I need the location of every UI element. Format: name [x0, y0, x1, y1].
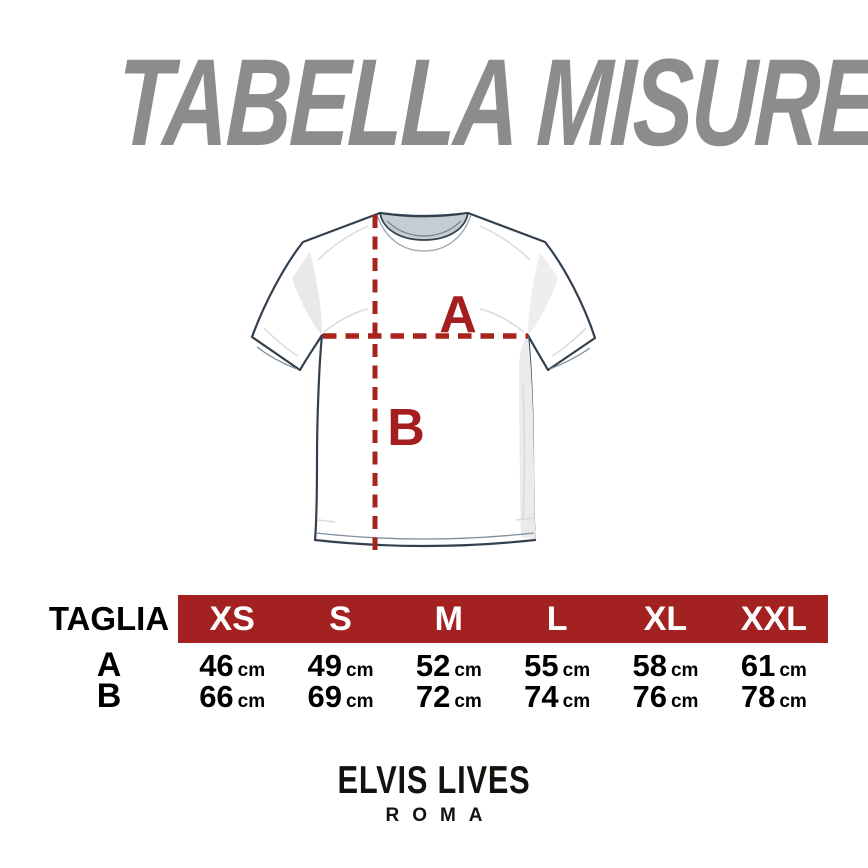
tshirt-diagram: A B — [240, 200, 610, 560]
tshirt-body-outline — [250, 211, 597, 548]
value-b-xs: 66 cm — [199, 679, 266, 714]
seam-lines — [256, 346, 591, 540]
value-b-xxl: 78 cm — [740, 679, 807, 714]
brand-footer: ELVIS LIVES ROMA — [0, 760, 868, 826]
right-body-shadow — [519, 335, 536, 539]
size-col-xl: XL — [643, 599, 688, 638]
row-a-label: A — [96, 646, 122, 684]
row-b-label: B — [96, 677, 122, 715]
size-table-header-row: TAGLIA XS S M L XL XXL — [40, 595, 828, 643]
size-table-header-label: TAGLIA — [48, 600, 170, 637]
size-col-xs: XS — [209, 599, 255, 638]
value-b-s: 69 cm — [307, 679, 374, 714]
left-shoulder-shadow — [292, 252, 322, 335]
brand-city: ROMA — [385, 805, 496, 826]
collar-inner-line — [386, 220, 462, 237]
size-table: TAGLIA XS S M L XL XXL A 46 cm 49 cm 52 cm … — [40, 595, 828, 715]
collar-rib-line — [376, 214, 472, 252]
tshirt-illustration-icon: A B — [250, 211, 597, 550]
size-col-m: M — [434, 599, 463, 638]
table-row-a: A 46 cm 49 cm 52 cm 55 cm 58 cm 61 cm — [40, 646, 828, 684]
value-a-xs: 46 cm — [199, 648, 266, 683]
value-b-m: 72 cm — [415, 679, 482, 714]
value-b-l: 74 cm — [524, 679, 591, 714]
size-col-l: L — [546, 599, 568, 638]
measure-a-label: A — [439, 286, 477, 344]
size-col-s: S — [329, 599, 352, 638]
value-a-xxl: 61 cm — [740, 648, 807, 683]
size-table-body: A 46 cm 49 cm 52 cm 55 cm 58 cm 61 cm B 66 cm 6… — [40, 646, 828, 715]
table-row-b: B 66 cm 69 cm 72 cm 74 cm 76 cm 78 cm — [40, 677, 828, 715]
collar-back — [378, 211, 470, 241]
measure-b-label: B — [387, 399, 425, 457]
value-b-xl: 76 cm — [632, 679, 699, 714]
size-header-bar: XS S M L XL XXL — [178, 595, 828, 643]
brand-name: ELVIS LIVES — [337, 759, 531, 802]
value-a-xl: 58 cm — [632, 648, 699, 683]
right-shoulder-shadow — [528, 252, 558, 335]
wrinkle-lines — [263, 225, 587, 523]
value-a-l: 55 cm — [524, 648, 591, 683]
size-col-xxl: XXL — [740, 599, 807, 638]
value-a-s: 49 cm — [307, 648, 374, 683]
page-title: TABELLA MISURE — [114, 34, 868, 172]
value-a-m: 52 cm — [415, 648, 482, 683]
